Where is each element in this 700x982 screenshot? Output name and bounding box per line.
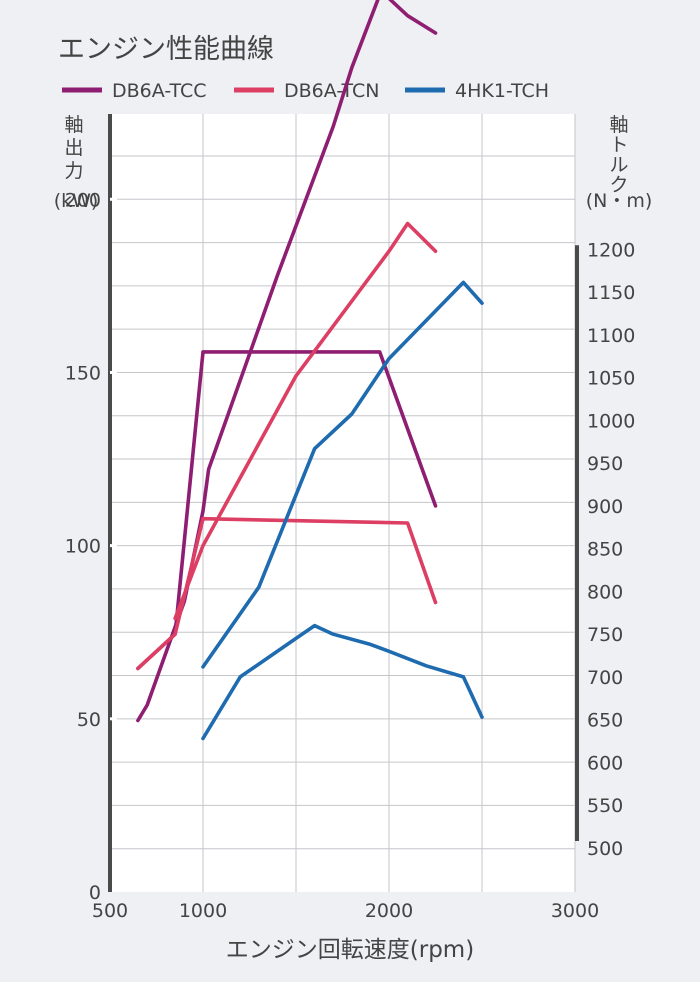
right-tick-label: 500 xyxy=(587,838,623,860)
right-tick-label: 950 xyxy=(587,453,623,475)
left-tick-label: 200 xyxy=(65,189,101,211)
right-axis-title-char-2: ト xyxy=(609,134,628,156)
right-axis-title: 軸 ト ル ク (N・m) xyxy=(586,114,653,212)
gridlines xyxy=(110,114,576,892)
right-axis-title-unit: (N・m) xyxy=(586,190,653,212)
right-tick-label: 550 xyxy=(587,795,623,817)
left-tick-label: 100 xyxy=(65,536,101,558)
right-tick-label: 650 xyxy=(587,710,623,732)
right-axis-title-char-3: ル xyxy=(609,154,628,176)
x-tick-label: 500 xyxy=(92,900,128,922)
right-tick-label: 850 xyxy=(587,539,623,561)
right-axis-title-char-4: ク xyxy=(609,174,628,196)
right-tick-label: 900 xyxy=(587,496,623,518)
left-tick-label: 150 xyxy=(65,362,101,384)
x-axis-title: エンジン回転速度(rpm) xyxy=(226,937,474,963)
left-axis-title-char-1: 軸 xyxy=(64,114,83,136)
x-tick-label: 1000 xyxy=(179,900,227,922)
left-tick-label: 0 xyxy=(89,882,101,904)
right-tick-label: 700 xyxy=(587,667,623,689)
left-axis-title-char-2: 出 xyxy=(64,137,83,159)
chart-title: エンジン性能曲線 xyxy=(58,34,274,65)
x-tick-label: 2000 xyxy=(365,900,413,922)
left-tick-label: 50 xyxy=(77,709,101,731)
legend: DB6A-TCC DB6A-TCN 4HK1-TCH xyxy=(62,80,549,102)
legend-label-db6a-tcn: DB6A-TCN xyxy=(284,80,379,102)
axes: 0 50 100 150 200 500 550 600 650 700 750 800 850 900 9… xyxy=(65,114,635,922)
right-tick-label: 1150 xyxy=(587,282,635,304)
series-lines xyxy=(136,0,484,741)
legend-label-4hk1-tch: 4HK1-TCH xyxy=(455,80,549,102)
db6a-tcn-power-curve xyxy=(173,221,438,621)
right-tick-label: 1000 xyxy=(587,410,635,432)
right-tick-label: 800 xyxy=(587,581,623,603)
legend-label-db6a-tcc: DB6A-TCC xyxy=(112,80,206,102)
right-tick-label: 1100 xyxy=(587,325,635,347)
4hk1-tch-torque-curve xyxy=(201,623,484,741)
right-tick-label: 1200 xyxy=(587,239,635,261)
x-tick-label: 3000 xyxy=(551,900,599,922)
right-tick-label: 1050 xyxy=(587,368,635,390)
plot-area xyxy=(110,114,575,892)
left-axis-title-char-3: 力 xyxy=(64,160,83,182)
db6a-tcn-torque-curve xyxy=(136,516,438,671)
4hk1-tch-power-curve xyxy=(201,280,484,669)
right-tick-label: 750 xyxy=(587,624,623,646)
right-tick-label: 600 xyxy=(587,752,623,774)
right-axis-title-char-1: 軸 xyxy=(609,114,628,136)
left-axis-title-unit: (kW) xyxy=(54,190,99,212)
left-axis-title: 軸 出 力 (kW) xyxy=(54,114,99,212)
